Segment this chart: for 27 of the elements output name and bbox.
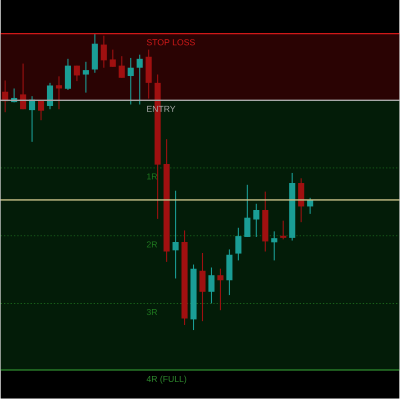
candlestick [110, 49, 116, 68]
candlestick [64, 58, 71, 91]
candlestick [82, 61, 89, 94]
candlestick [128, 58, 134, 106]
candlestick [235, 227, 242, 262]
candlestick [46, 82, 54, 110]
ref-line-label: 1R [147, 174, 158, 180]
candlestick [100, 35, 107, 68]
ref-line-label: STOP LOSS [146, 39, 195, 46]
candlestick [199, 252, 206, 322]
candlestick [253, 203, 260, 238]
candlestick [118, 56, 125, 79]
ref-line-label: 3R [146, 309, 158, 316]
candlestick [74, 65, 80, 82]
ref-line-label: 4R (FULL) [146, 376, 186, 384]
candlestick [208, 267, 215, 304]
candlestick [172, 190, 179, 280]
candlestick [280, 220, 286, 240]
candlestick [298, 178, 304, 223]
candlestick [244, 184, 250, 238]
candlestick [38, 100, 44, 121]
candlestick [136, 54, 143, 106]
candlestick [217, 268, 224, 311]
candlestick [56, 76, 62, 110]
candlestick [307, 197, 314, 215]
candlestick [271, 230, 278, 262]
ref-line-label: 2R [146, 242, 158, 248]
